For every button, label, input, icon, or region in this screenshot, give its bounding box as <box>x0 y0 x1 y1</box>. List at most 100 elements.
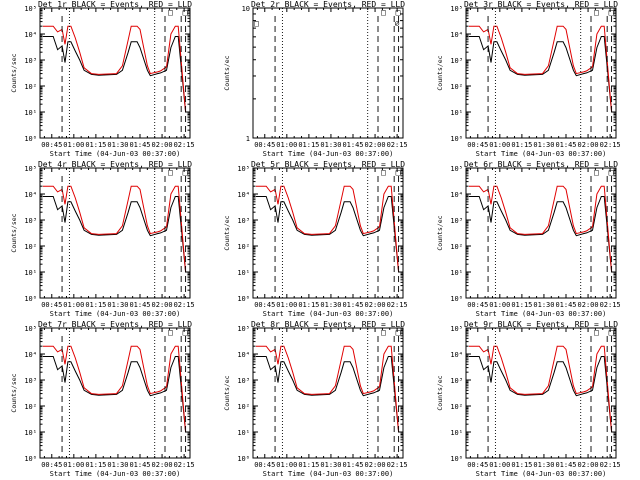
x-tick-label: 01:45 <box>129 301 150 309</box>
x-tick-label: 01:15 <box>511 141 532 149</box>
x-tick-label: 01:00 <box>276 141 297 149</box>
y-tick-label: 10⁵ <box>24 5 37 13</box>
y-axis-label: Counts/sec <box>10 53 18 92</box>
box-marker-symbol: □ <box>183 328 188 337</box>
x-tick-label: 02:15 <box>174 141 195 149</box>
x-tick-label: 00:45 <box>467 141 488 149</box>
lld-series-line <box>42 25 187 113</box>
y-tick-label: 10⁵ <box>24 165 37 173</box>
plot-area <box>255 345 400 433</box>
x-tick-label: 01:00 <box>63 141 84 149</box>
box-marker-symbol: □ <box>381 168 386 177</box>
x-tick-label: 01:30 <box>107 141 128 149</box>
x-tick-label: 01:00 <box>63 461 84 469</box>
x-tick-label: 01:00 <box>276 461 297 469</box>
box-marker-symbol: □ <box>594 328 599 337</box>
detector-panel: Det 4r BLACK = Events, RED = LLD Counts/s… <box>10 160 195 318</box>
panel-title: Det 6r BLACK = Events, RED = LLD <box>464 160 618 169</box>
x-axis-label: Start Time (04-Jun-03 00:37:00) <box>50 310 181 318</box>
panel-title: Det 9r BLACK = Events, RED = LLD <box>464 320 618 329</box>
panel-title: Det 5r BLACK = Events, RED = LLD <box>251 160 405 169</box>
y-tick-label: 10² <box>237 403 250 411</box>
x-tick-label: 00:45 <box>41 461 62 469</box>
x-tick-label: 02:15 <box>600 461 621 469</box>
x-tick-label: 01:45 <box>555 461 576 469</box>
y-tick-label: 10² <box>24 243 37 251</box>
plot-frame <box>39 327 191 459</box>
x-tick-label: 01:15 <box>511 301 532 309</box>
x-tick-label: 02:00 <box>578 141 599 149</box>
x-tick-label: 01:00 <box>489 141 510 149</box>
box-marker-symbol: □ <box>183 168 188 177</box>
y-tick-label: 10⁰ <box>24 135 37 143</box>
y-tick-label: 10¹ <box>237 429 250 437</box>
y-tick-label: 10⁰ <box>237 455 250 463</box>
y-tick-label: 10⁰ <box>450 455 463 463</box>
lld-series-line <box>468 185 613 273</box>
detector-panel: Det 3r BLACK = Events, RED = LLD Counts/e… <box>436 0 621 158</box>
x-tick-label: 01:30 <box>320 301 341 309</box>
plot-area <box>468 25 613 113</box>
detector-panel: Det 1r BLACK = Events, RED = LLD Counts/s… <box>10 0 195 158</box>
events-series-line <box>468 356 613 433</box>
x-tick-label: 01:15 <box>511 461 532 469</box>
x-axis-label: Start Time (04-Jun-03 00:37:00) <box>476 470 607 478</box>
lld-series-line <box>255 345 400 433</box>
y-tick-label: 10⁴ <box>450 31 463 39</box>
x-tick-label: 01:45 <box>129 141 150 149</box>
y-tick-label: 10² <box>24 403 37 411</box>
x-tick-label: 00:45 <box>254 461 275 469</box>
x-tick-label: 02:15 <box>600 301 621 309</box>
y-axis-label: Counts/ec <box>436 215 444 250</box>
y-tick-label: 10³ <box>450 377 463 385</box>
y-tick-label: 10² <box>24 83 37 91</box>
y-tick-label: 10³ <box>450 57 463 65</box>
box-marker-symbol: □ <box>594 8 599 17</box>
box-marker-symbol: □ <box>168 8 173 17</box>
box-marker-symbol: □ <box>396 8 401 17</box>
x-axis-label: Start Time (04-Jun-03 00:37:00) <box>263 470 394 478</box>
y-tick-label: 10⁴ <box>237 191 250 199</box>
x-tick-label: 01:15 <box>85 301 106 309</box>
panel-title: Det 8r BLACK = Events, RED = LLD <box>251 320 405 329</box>
box-marker-symbol: □ <box>594 168 599 177</box>
y-tick-label: 10⁵ <box>237 165 250 173</box>
y-tick-label: 10³ <box>237 377 250 385</box>
box-marker-symbol: □ <box>609 8 614 17</box>
x-tick-label: 01:45 <box>342 461 363 469</box>
panel-title: Det 7r BLACK = Events, RED = LLD <box>38 320 192 329</box>
x-axis-label: Start Time (04-Jun-03 00:37:00) <box>263 310 394 318</box>
x-tick-label: 02:00 <box>578 461 599 469</box>
x-tick-label: 02:15 <box>174 301 195 309</box>
x-tick-label: 02:00 <box>152 141 173 149</box>
box-marker-symbol: □ <box>396 328 401 337</box>
box-marker-symbol: □ <box>381 328 386 337</box>
y-tick-label: 10⁴ <box>24 31 37 39</box>
y-tick-label: 10⁰ <box>237 295 250 303</box>
y-tick-label: 10³ <box>450 217 463 225</box>
y-tick-label: 10⁴ <box>237 351 250 359</box>
x-tick-label: 01:15 <box>85 141 106 149</box>
y-tick-label: 10³ <box>24 217 37 225</box>
plot-frame <box>465 327 617 459</box>
y-tick-label: 10¹ <box>450 429 463 437</box>
x-tick-label: 02:15 <box>387 461 408 469</box>
x-tick-label: 02:00 <box>365 301 386 309</box>
x-tick-label: 01:30 <box>533 461 554 469</box>
x-tick-label: 01:15 <box>85 461 106 469</box>
y-tick-label: 10⁵ <box>450 5 463 13</box>
panel-title: Det 1r BLACK = Events, RED = LLD <box>38 0 192 9</box>
y-axis-label: Counts/ec <box>436 55 444 90</box>
y-tick-label: 10⁵ <box>450 165 463 173</box>
y-tick-label: 10⁵ <box>450 325 463 333</box>
detector-panel: Det 7r BLACK = Events, RED = LLD Counts/s… <box>10 320 195 478</box>
y-tick-label: 10³ <box>237 217 250 225</box>
x-tick-label: 01:00 <box>489 461 510 469</box>
x-tick-label: 02:00 <box>152 461 173 469</box>
y-tick-label: 10² <box>450 403 463 411</box>
box-marker-symbol: □ <box>609 328 614 337</box>
slashed-marker-symbol: ∅ <box>395 19 400 28</box>
x-axis-label: Start Time (04-Jun-03 00:37:00) <box>50 470 181 478</box>
y-tick-label: 10² <box>237 243 250 251</box>
x-tick-label: 02:15 <box>600 141 621 149</box>
